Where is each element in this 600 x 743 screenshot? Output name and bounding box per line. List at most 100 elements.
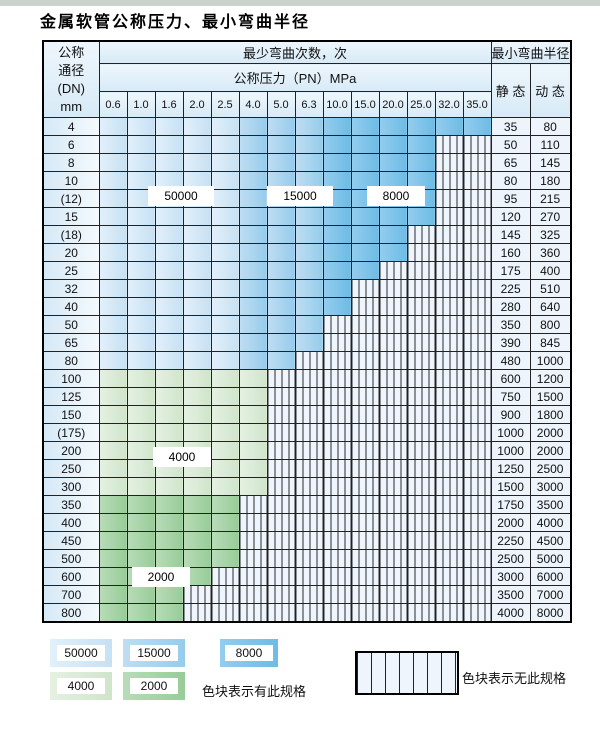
legend-swatch: 4000: [50, 672, 112, 700]
table-row: 600 3000 6000: [42, 567, 572, 586]
spec-cell: [98, 315, 128, 334]
spec-cell: [238, 369, 268, 388]
spec-cell: [126, 585, 156, 604]
spec-cell: [98, 153, 128, 172]
pressure-column-header: 2.0: [182, 91, 212, 118]
no-spec-cell: [378, 603, 408, 623]
no-spec-cell: [378, 351, 408, 370]
static-cell: 120: [490, 207, 531, 226]
pressure-header: 公称压力（PN）MPa: [98, 63, 492, 92]
no-spec-cell: [378, 459, 408, 478]
table-row: 6 50 110: [42, 135, 572, 154]
spec-cell: [126, 207, 156, 226]
dn-cell: 6: [42, 135, 100, 154]
spec-cell: [238, 405, 268, 424]
cycle-count-label: 15000: [267, 186, 333, 206]
table-row: 20 160 360: [42, 243, 572, 262]
no-spec-cell: [322, 495, 352, 514]
table-row: 350 1750 3500: [42, 495, 572, 514]
no-spec-cell: [406, 297, 436, 316]
dn-cell: 40: [42, 297, 100, 316]
spec-cell: [294, 297, 324, 316]
no-spec-cell: [322, 387, 352, 406]
no-spec-cell: [462, 567, 492, 586]
dn-cell: 800: [42, 603, 100, 623]
bend-cycles-header: 最少弯曲次数，次: [98, 40, 492, 64]
no-spec-cell: [294, 495, 324, 514]
legend-swatch-label: 15000: [130, 645, 178, 661]
table-row: 25 175 400: [42, 261, 572, 280]
no-spec-cell: [322, 423, 352, 442]
cycle-count-label: 8000: [367, 186, 425, 206]
spec-cell: [126, 297, 156, 316]
no-spec-cell: [238, 585, 268, 604]
dynamic-cell: 1500: [529, 387, 572, 406]
spec-cell: [126, 315, 156, 334]
spec-cell: [238, 459, 268, 478]
dn-cell: 600: [42, 567, 100, 586]
legend-swatch-label: 4000: [57, 678, 105, 694]
no-spec-cell: [266, 459, 296, 478]
spec-cell: [210, 117, 240, 136]
dynamic-cell: 2000: [529, 423, 572, 442]
no-spec-cell: [294, 405, 324, 424]
static-cell: 4000: [490, 603, 531, 623]
spec-cell: [154, 351, 184, 370]
no-spec-cell: [462, 171, 492, 190]
no-spec-cell: [350, 297, 380, 316]
dynamic-cell: 2000: [529, 441, 572, 460]
dn-cell: 400: [42, 513, 100, 532]
pressure-column-header: 5.0: [266, 91, 296, 118]
spec-cell: [434, 117, 464, 136]
spec-cell: [238, 423, 268, 442]
table-row: 450 2250 4500: [42, 531, 572, 550]
no-spec-cell: [322, 369, 352, 388]
table-row: 800 4000 8000: [42, 603, 572, 623]
no-spec-cell: [434, 567, 464, 586]
legend-no-spec-swatch: [355, 651, 459, 695]
spec-cell: [98, 189, 128, 208]
spec-cell: [406, 117, 436, 136]
spec-cell: [350, 117, 380, 136]
legend-no-spec-text: 色块表示无此规格: [462, 671, 567, 686]
spec-cell: [154, 495, 184, 514]
dn-cell: 700: [42, 585, 100, 604]
spec-cell: [154, 531, 184, 550]
no-spec-cell: [462, 531, 492, 550]
no-spec-cell: [350, 531, 380, 550]
static-cell: 2500: [490, 549, 531, 568]
no-spec-cell: [238, 603, 268, 623]
no-spec-cell: [434, 189, 464, 208]
no-spec-cell: [462, 225, 492, 244]
cycle-count-label: 2000: [132, 567, 190, 587]
no-spec-cell: [462, 189, 492, 208]
no-spec-cell: [406, 585, 436, 604]
spec-cell: [98, 459, 128, 478]
no-spec-cell: [434, 153, 464, 172]
dynamic-cell: 8000: [529, 603, 572, 623]
spec-cell: [350, 261, 380, 280]
dynamic-cell: 510: [529, 279, 572, 298]
no-spec-cell: [378, 333, 408, 352]
no-spec-cell: [434, 585, 464, 604]
table-row: 150 900 1800: [42, 405, 572, 424]
static-cell: 1750: [490, 495, 531, 514]
no-spec-cell: [294, 567, 324, 586]
dynamic-cell: 1200: [529, 369, 572, 388]
table-row: 65 390 845: [42, 333, 572, 352]
no-spec-cell: [350, 405, 380, 424]
spec-cell: [126, 333, 156, 352]
no-spec-cell: [350, 459, 380, 478]
spec-cell: [322, 225, 352, 244]
no-spec-cell: [406, 477, 436, 496]
table-row: 500 2500 5000: [42, 549, 572, 568]
no-spec-cell: [294, 477, 324, 496]
spec-cell: [182, 423, 212, 442]
no-spec-cell: [266, 513, 296, 532]
no-spec-cell: [378, 531, 408, 550]
spec-cell: [378, 135, 408, 154]
spec-cell: [322, 117, 352, 136]
spec-cell: [182, 477, 212, 496]
spec-cell: [462, 117, 492, 136]
dn-cell: 150: [42, 405, 100, 424]
